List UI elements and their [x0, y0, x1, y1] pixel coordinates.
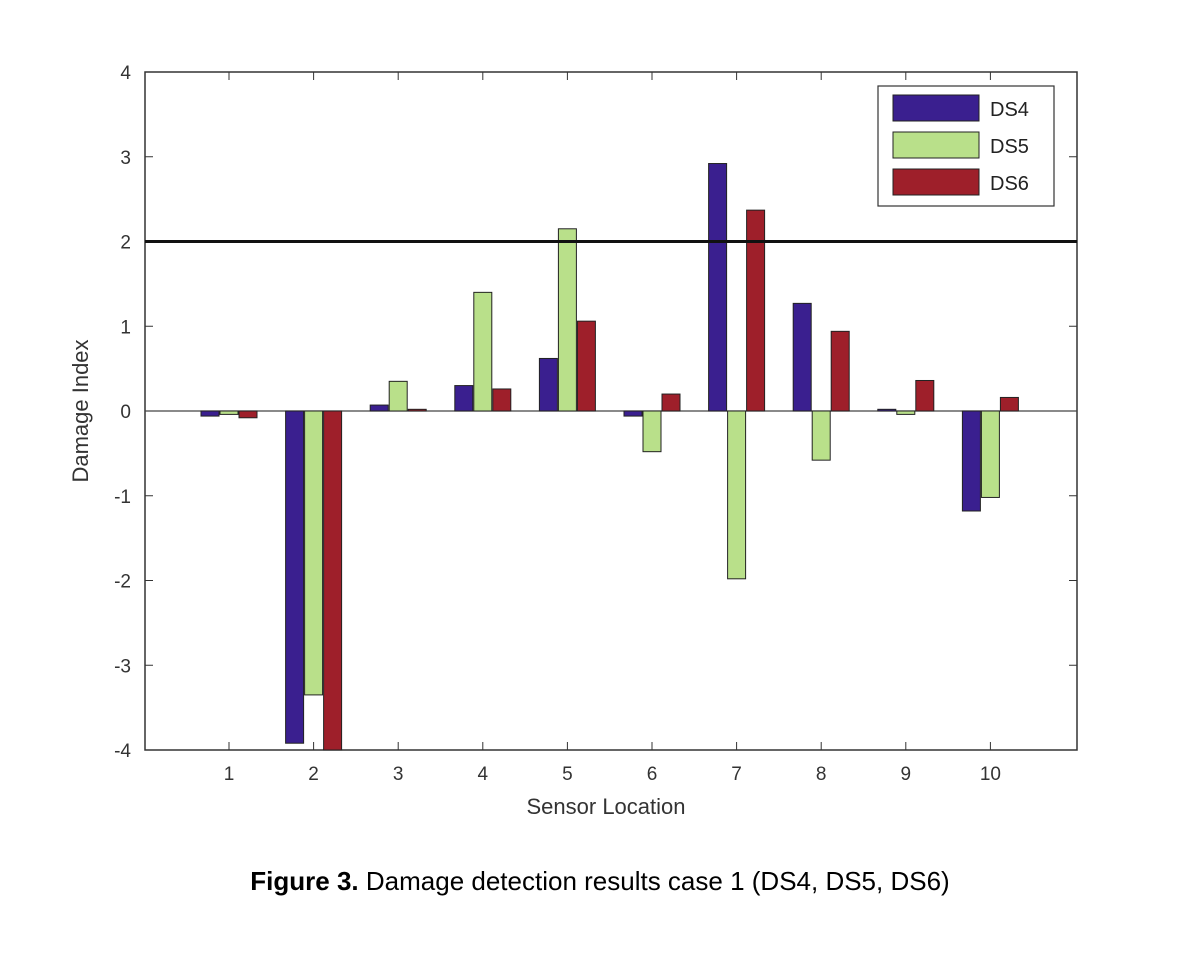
bar-ds6-sensor-10 [999, 396, 1019, 412]
legend: DS4 DS5 DS6 [877, 85, 1055, 207]
bar-ds5-sensor-8 [811, 410, 831, 461]
legend-swatch-ds5 [892, 131, 980, 159]
bar-ds6-sensor-1 [238, 410, 258, 419]
bar-ds4-sensor-3 [369, 404, 389, 412]
x-tick-label: 10 [980, 764, 1001, 785]
bar-ds5-sensor-1 [219, 410, 239, 415]
bar-ds5-sensor-9 [896, 410, 916, 415]
legend-swatch-ds4 [892, 94, 980, 122]
x-tick-label: 8 [816, 764, 827, 785]
bar-ds5-sensor-4 [473, 291, 493, 412]
x-tick-label: 9 [901, 764, 912, 785]
x-tick-label: 5 [562, 764, 573, 785]
bar-ds4-sensor-7 [708, 163, 728, 412]
legend-swatch-ds6 [892, 168, 980, 196]
y-tick-label: 1 [120, 317, 131, 338]
caption-label: Figure 3. [250, 866, 359, 896]
bar-ds6-sensor-5 [576, 320, 596, 412]
y-tick-label: -4 [114, 741, 131, 762]
y-tick-label: -2 [114, 572, 131, 593]
bar-ds4-sensor-8 [792, 302, 812, 412]
x-tick-label: 6 [647, 764, 658, 785]
x-tick-label: 3 [393, 764, 404, 785]
bar-ds4-sensor-4 [454, 385, 474, 412]
bar-ds5-sensor-7 [727, 410, 747, 580]
x-tick-label: 1 [224, 764, 235, 785]
bar-ds6-sensor-3 [407, 408, 427, 412]
bar-ds6-sensor-7 [746, 209, 766, 412]
y-tick-label: -3 [114, 656, 131, 677]
bar-ds4-sensor-2 [285, 410, 305, 744]
caption-text: Damage detection results case 1 (DS4, DS… [358, 866, 950, 896]
y-tick-label: 0 [120, 402, 131, 423]
legend-label-ds5: DS5 [990, 136, 1029, 158]
bar-ds4-sensor-10 [961, 410, 981, 512]
bar-ds5-sensor-6 [642, 410, 662, 453]
bar-ds5-sensor-3 [388, 380, 408, 412]
y-tick-label: 4 [120, 63, 131, 84]
figure-caption: Figure 3. Damage detection results case … [0, 866, 1200, 897]
y-tick-label: -1 [114, 487, 131, 508]
bar-ds4-sensor-9 [877, 408, 897, 412]
bar-ds6-sensor-9 [915, 379, 935, 412]
bar-ds6-sensor-6 [661, 393, 681, 412]
x-tick-label: 4 [478, 764, 489, 785]
y-axis-label: Damage Index [68, 339, 93, 482]
y-tick-label: 3 [120, 148, 131, 169]
legend-label-ds6: DS6 [990, 173, 1029, 195]
bar-ds5-sensor-2 [304, 410, 324, 696]
bar-ds6-sensor-2 [323, 410, 343, 751]
bar-ds4-sensor-1 [200, 410, 220, 417]
bar-ds6-sensor-8 [830, 330, 850, 412]
bar-ds6-sensor-4 [492, 388, 512, 412]
x-axis-label: Sensor Location [527, 794, 686, 819]
bar-ds5-sensor-5 [557, 228, 577, 412]
legend-label-ds4: DS4 [990, 99, 1029, 121]
bar-ds4-sensor-5 [538, 357, 558, 412]
bar-ds4-sensor-6 [623, 410, 643, 417]
x-tick-label: 2 [308, 764, 319, 785]
x-tick-label: 7 [731, 764, 742, 785]
bar-ds5-sensor-10 [980, 410, 1000, 498]
y-tick-label: 2 [120, 233, 131, 254]
